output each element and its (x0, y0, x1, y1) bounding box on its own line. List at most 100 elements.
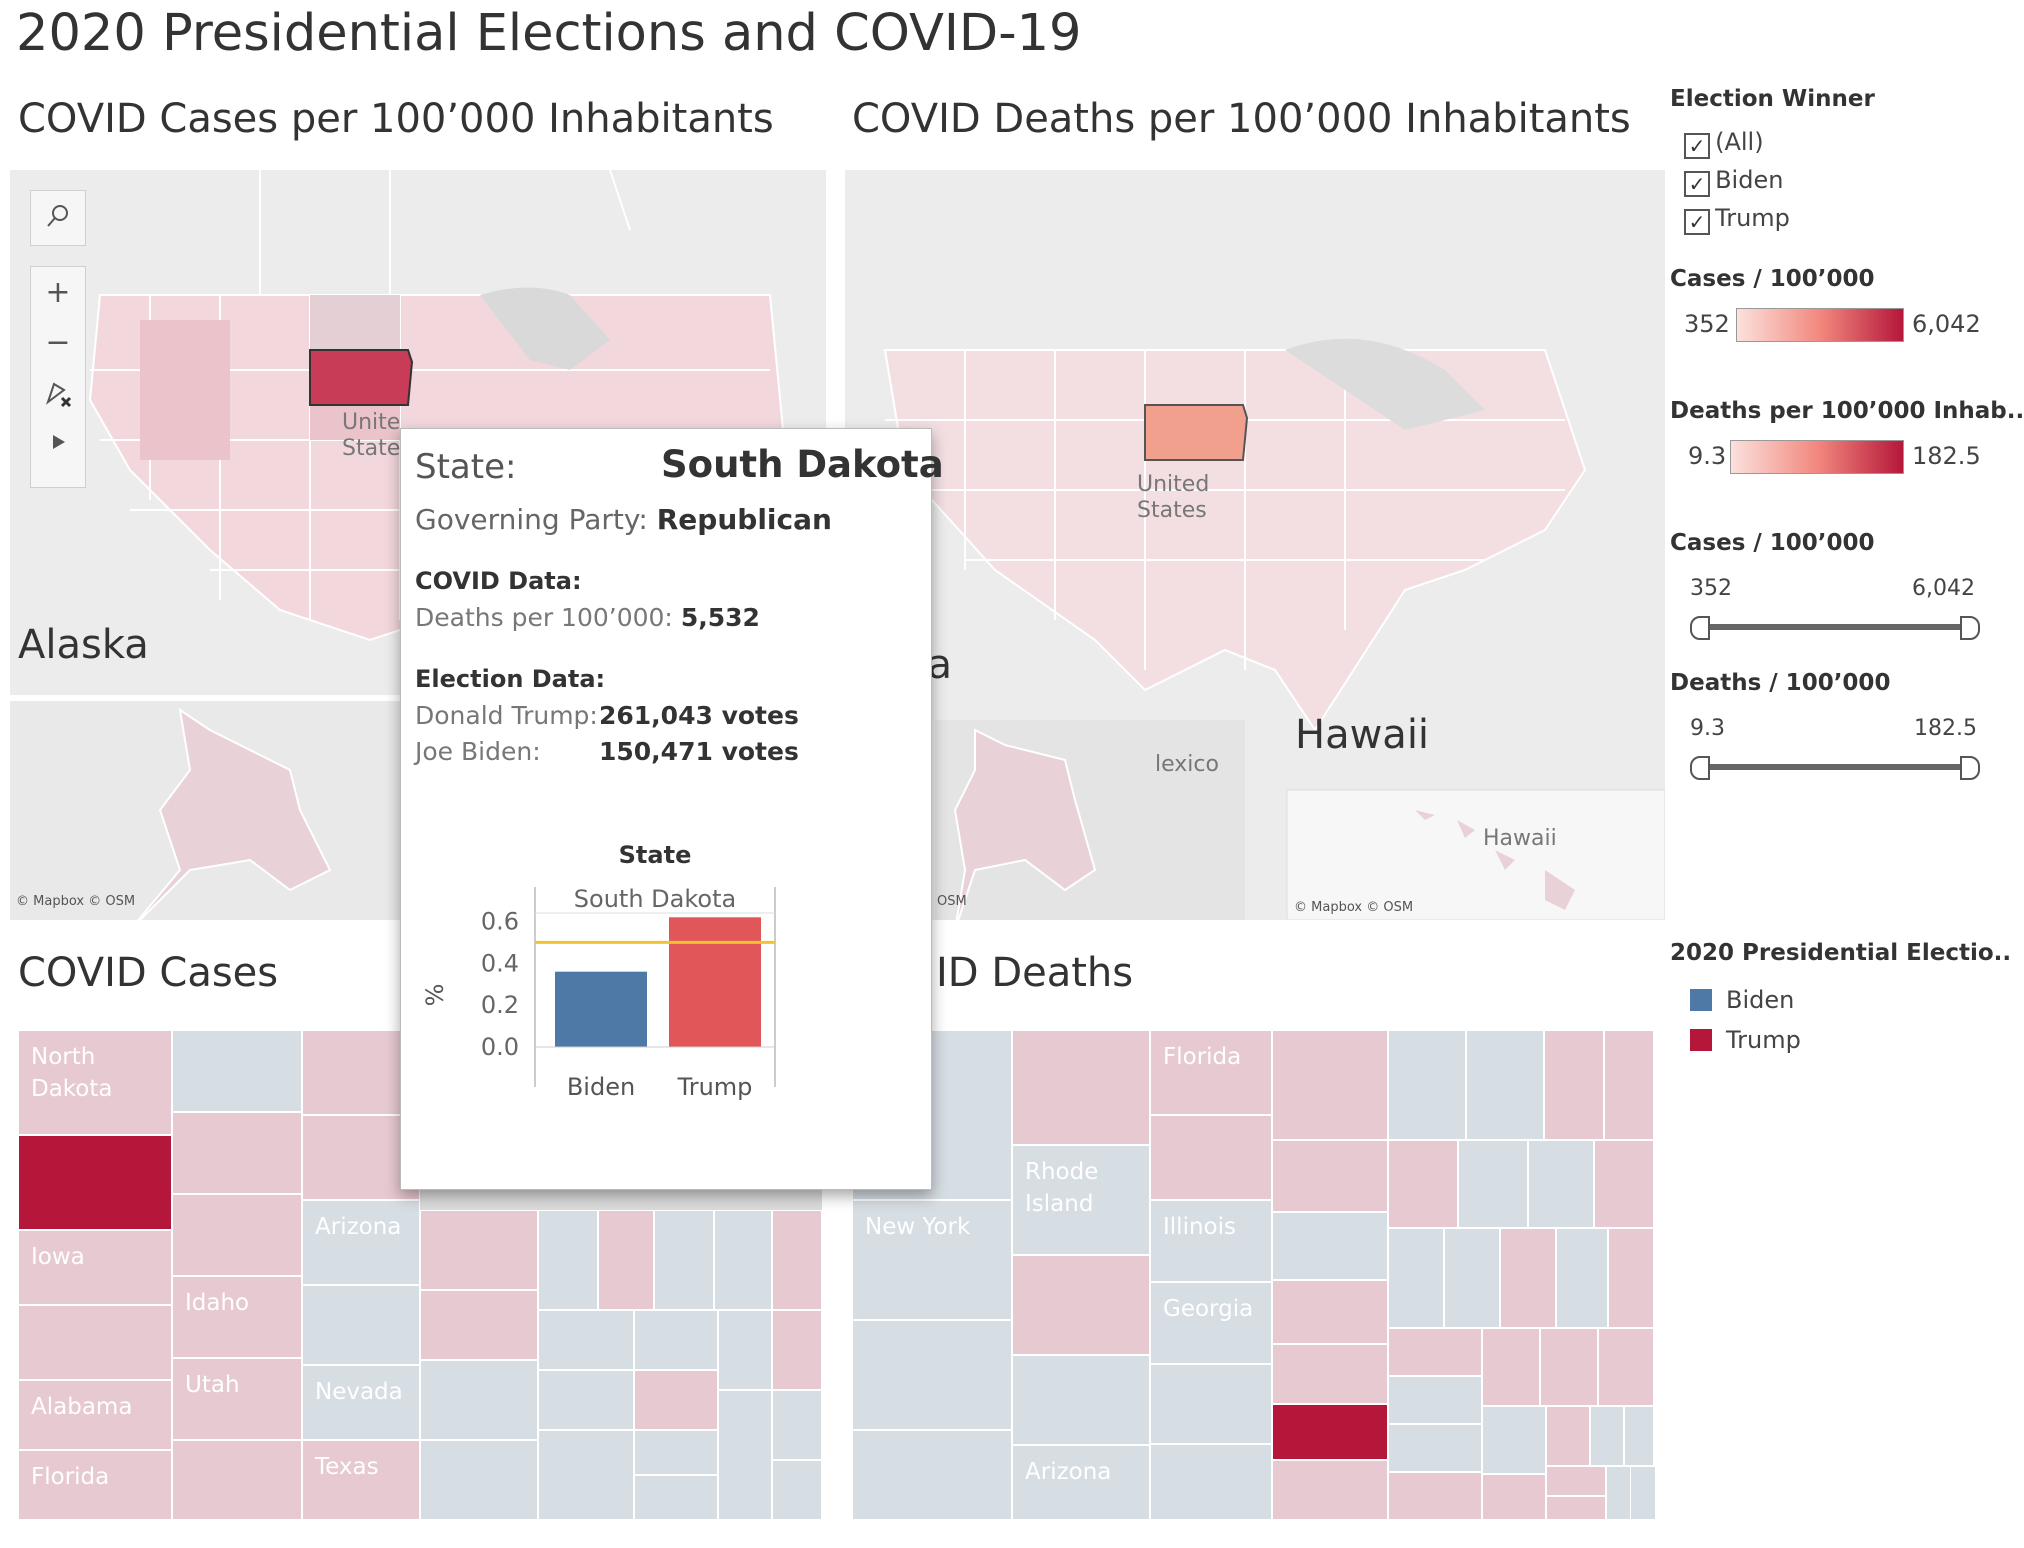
treemap-cell[interactable] (172, 1030, 302, 1112)
treemap-cell-iowa[interactable]: Iowa (18, 1230, 172, 1305)
treemap-cell-utah[interactable]: Utah (172, 1358, 302, 1440)
treemap-cell[interactable] (634, 1475, 718, 1520)
treemap-cell[interactable] (852, 1430, 1012, 1520)
treemap-cell[interactable] (1150, 1115, 1272, 1200)
treemap-cell[interactable] (1598, 1328, 1654, 1406)
expand-toolbar-button[interactable] (31, 417, 85, 467)
treemap-cell[interactable] (1556, 1228, 1608, 1328)
reset-map-button[interactable] (31, 367, 85, 417)
treemap-cell[interactable] (1272, 1140, 1388, 1212)
cases-slider-track[interactable] (1700, 624, 1966, 630)
treemap-cell-georgia[interactable]: Georgia (1150, 1282, 1272, 1364)
treemap-cell[interactable] (1388, 1140, 1458, 1228)
zoom-out-button[interactable]: − (45, 324, 71, 360)
treemap-cell-north-dakota[interactable]: North Dakota (18, 1030, 172, 1135)
treemap-cell[interactable] (1630, 1466, 1656, 1520)
treemap-cell-idaho[interactable]: Idaho (172, 1276, 302, 1358)
treemap-cell[interactable] (1500, 1228, 1556, 1328)
filter-option-trump[interactable]: ✓ Trump (1684, 204, 1790, 242)
treemap-cell-rhode-island[interactable]: Rhode Island (1012, 1145, 1150, 1255)
party-legend-item-trump[interactable]: Trump (1690, 1020, 1801, 1060)
cases-slider-min-handle[interactable] (1690, 616, 1710, 640)
treemap-cell[interactable] (1540, 1328, 1598, 1406)
treemap-cell[interactable] (538, 1430, 634, 1520)
treemap-cell[interactable] (538, 1370, 634, 1430)
treemap-cell[interactable] (420, 1360, 538, 1440)
treemap-cell[interactable] (1482, 1474, 1546, 1520)
zoom-in-button[interactable]: + (45, 274, 71, 310)
filter-option-biden[interactable]: ✓ Biden (1684, 166, 1790, 204)
treemap-cell[interactable] (1466, 1030, 1544, 1140)
deaths-slider-track[interactable] (1700, 764, 1966, 770)
treemap-cell[interactable] (1546, 1466, 1606, 1496)
treemap-cell[interactable] (772, 1460, 822, 1520)
treemap-cell[interactable] (1388, 1328, 1482, 1376)
treemap-cell[interactable] (1388, 1030, 1466, 1140)
treemap-cell-florida-deaths[interactable]: Florida (1150, 1030, 1272, 1115)
treemap-cell[interactable] (1594, 1140, 1654, 1228)
treemap-cell[interactable] (538, 1310, 634, 1370)
deaths-treemap[interactable]: New York Rhode Island Arizona Florida Il… (852, 1030, 1656, 1520)
treemap-cell[interactable] (1272, 1212, 1388, 1280)
treemap-cell[interactable] (1482, 1406, 1546, 1474)
treemap-cell[interactable] (1624, 1406, 1654, 1466)
treemap-cell[interactable] (634, 1430, 718, 1475)
treemap-cell[interactable] (1458, 1140, 1528, 1228)
treemap-cell[interactable] (772, 1210, 822, 1310)
checkbox-biden[interactable]: ✓ (1684, 170, 1710, 197)
treemap-cell[interactable] (714, 1210, 772, 1310)
treemap-cell[interactable] (1590, 1406, 1624, 1466)
treemap-cell-texas[interactable]: Texas (302, 1440, 420, 1520)
treemap-cell-arizona-deaths[interactable]: Arizona (1012, 1445, 1150, 1520)
treemap-cell[interactable] (1604, 1030, 1654, 1140)
party-legend-item-biden[interactable]: Biden (1690, 980, 1801, 1020)
treemap-cell[interactable] (718, 1390, 772, 1520)
deaths-slider-min-handle[interactable] (1690, 756, 1710, 780)
treemap-cell[interactable] (1272, 1460, 1388, 1520)
deaths-slider-max-handle[interactable] (1960, 756, 1980, 780)
treemap-cell[interactable] (598, 1210, 654, 1310)
treemap-cell[interactable] (302, 1285, 420, 1365)
chart-bar-biden[interactable] (555, 971, 647, 1047)
cases-slider-max-handle[interactable] (1960, 616, 1980, 640)
treemap-cell-new-york[interactable]: New York (852, 1200, 1012, 1320)
treemap-cell[interactable] (634, 1310, 718, 1370)
treemap-cell[interactable] (772, 1390, 822, 1460)
treemap-cell[interactable] (852, 1320, 1012, 1430)
treemap-cell[interactable] (1606, 1466, 1632, 1520)
treemap-cell[interactable] (1388, 1228, 1444, 1328)
treemap-cell[interactable] (1012, 1255, 1150, 1355)
treemap-cell[interactable] (772, 1310, 822, 1390)
treemap-cell-dark[interactable] (1272, 1404, 1388, 1460)
treemap-cell-florida[interactable]: Florida (18, 1450, 172, 1520)
map-search-button[interactable] (30, 190, 86, 246)
treemap-cell[interactable] (1608, 1228, 1654, 1328)
treemap-cell-illinois[interactable]: Illinois (1150, 1200, 1272, 1282)
treemap-cell[interactable] (18, 1305, 172, 1380)
treemap-cell[interactable] (172, 1194, 302, 1276)
cases-treemap[interactable]: North Dakota Iowa Alabama Florida Idaho … (18, 1030, 822, 1520)
treemap-cell-south-dakota[interactable] (18, 1135, 172, 1230)
treemap-cell[interactable] (1482, 1328, 1540, 1406)
treemap-cell[interactable] (1012, 1030, 1150, 1145)
treemap-cell[interactable] (1272, 1344, 1388, 1404)
treemap-cell[interactable] (1388, 1376, 1482, 1424)
treemap-cell-arizona[interactable]: Arizona (302, 1200, 420, 1285)
treemap-cell[interactable] (718, 1310, 772, 1390)
deaths-map[interactable]: United States ka Hawaii lexico Hawaii OS… (845, 170, 1665, 920)
treemap-cell[interactable] (172, 1112, 302, 1194)
treemap-cell[interactable] (1546, 1406, 1590, 1466)
treemap-cell[interactable] (420, 1440, 538, 1520)
treemap-cell[interactable] (1388, 1472, 1482, 1520)
treemap-cell-alabama[interactable]: Alabama (18, 1380, 172, 1450)
treemap-cell[interactable] (1272, 1030, 1388, 1140)
treemap-cell[interactable] (654, 1210, 714, 1310)
treemap-cell[interactable] (420, 1210, 538, 1290)
treemap-cell-nevada[interactable]: Nevada (302, 1365, 420, 1440)
treemap-cell[interactable] (1388, 1424, 1482, 1472)
treemap-cell[interactable] (1444, 1228, 1500, 1328)
treemap-cell[interactable] (420, 1290, 538, 1360)
treemap-cell[interactable] (172, 1440, 302, 1520)
treemap-cell[interactable] (1528, 1140, 1594, 1228)
treemap-cell[interactable] (1012, 1355, 1150, 1445)
